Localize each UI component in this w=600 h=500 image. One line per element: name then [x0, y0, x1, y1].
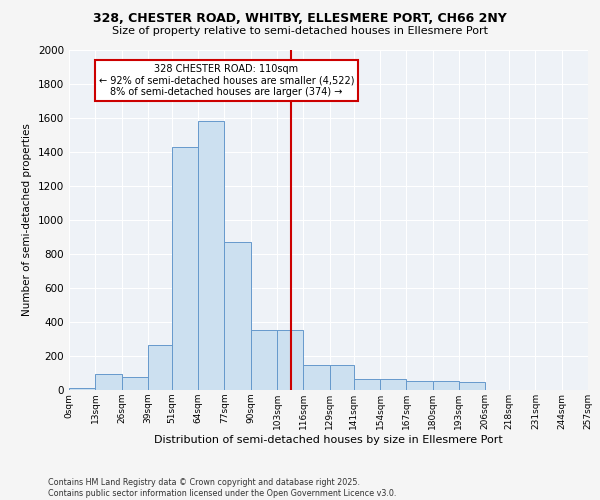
Text: Contains HM Land Registry data © Crown copyright and database right 2025.
Contai: Contains HM Land Registry data © Crown c…: [48, 478, 397, 498]
Bar: [406, 380, 433, 390]
Bar: [69, 388, 95, 390]
Bar: [303, 364, 329, 390]
Bar: [198, 122, 224, 390]
Text: Size of property relative to semi-detached houses in Ellesmere Port: Size of property relative to semi-detach…: [112, 26, 488, 36]
Bar: [172, 147, 198, 390]
Bar: [459, 382, 485, 390]
Text: 328 CHESTER ROAD: 110sqm
← 92% of semi-detached houses are smaller (4,522)
8% of: 328 CHESTER ROAD: 110sqm ← 92% of semi-d…: [99, 64, 354, 97]
Bar: [277, 330, 303, 390]
Bar: [95, 374, 122, 390]
Y-axis label: Number of semi-detached properties: Number of semi-detached properties: [22, 124, 32, 316]
Bar: [433, 380, 459, 390]
Bar: [251, 330, 277, 390]
Bar: [329, 364, 354, 390]
Text: 328, CHESTER ROAD, WHITBY, ELLESMERE PORT, CH66 2NY: 328, CHESTER ROAD, WHITBY, ELLESMERE POR…: [93, 12, 507, 26]
Bar: [122, 377, 148, 390]
Bar: [354, 379, 380, 390]
Bar: [148, 345, 172, 390]
X-axis label: Distribution of semi-detached houses by size in Ellesmere Port: Distribution of semi-detached houses by …: [154, 434, 503, 444]
Bar: [380, 379, 406, 390]
Bar: [224, 242, 251, 390]
